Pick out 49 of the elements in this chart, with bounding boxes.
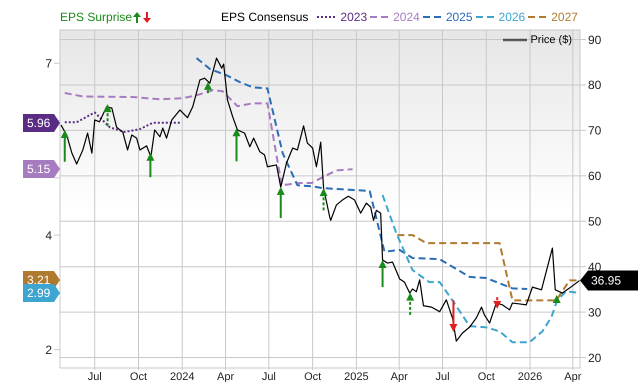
x-tick-label: Apr xyxy=(217,370,234,382)
data-label: 36.95 xyxy=(591,274,622,288)
point xyxy=(320,188,328,196)
legend-label: 2026 xyxy=(498,10,526,24)
x-tick-label: 2026 xyxy=(518,370,542,382)
x-tick-label: 2024 xyxy=(170,370,195,382)
legend-label: Price ($) xyxy=(529,34,572,46)
x-tick-label: Oct xyxy=(478,370,495,382)
x-tick-label: Apr xyxy=(564,370,582,382)
x-tick-label: Apr xyxy=(390,370,408,382)
line-series xyxy=(196,57,528,290)
y2-tick-label: 90 xyxy=(588,32,602,47)
point xyxy=(204,82,212,90)
text: 3.21 xyxy=(27,273,51,288)
text: 5.15 xyxy=(27,162,51,176)
point xyxy=(146,152,154,161)
x-tick-label: Jul xyxy=(88,370,102,382)
y-tick-label: 4 xyxy=(45,228,52,242)
y2-tick-label: 70 xyxy=(588,124,602,138)
text: EPS Surprise xyxy=(60,10,134,24)
x-tick-label: Jul xyxy=(262,370,276,382)
point xyxy=(60,130,69,138)
legend-label: 2024 xyxy=(392,10,420,24)
legend-label: 2023 xyxy=(339,10,368,24)
x-tick-label: Oct xyxy=(304,370,322,382)
point xyxy=(276,186,285,195)
legend-label: 2027 xyxy=(550,10,578,24)
point xyxy=(104,104,112,112)
y2-tick-label: 60 xyxy=(588,169,602,184)
point xyxy=(406,292,414,301)
line-series xyxy=(64,111,183,133)
legend-title: EPS Consensus xyxy=(221,10,308,24)
point xyxy=(378,260,387,268)
y-tick-label: 7 xyxy=(45,56,52,70)
x-tick-label: 2025 xyxy=(344,370,369,382)
y2-tick-label: 50 xyxy=(588,214,602,229)
y-tick-label: 2 xyxy=(45,342,52,357)
point xyxy=(232,128,241,136)
y2-tick-label: 80 xyxy=(588,78,602,92)
x-tick-label: Jul xyxy=(435,370,450,382)
point xyxy=(552,294,561,303)
text: 5.96 xyxy=(27,116,51,130)
point xyxy=(449,324,458,332)
x-tick-label: Oct xyxy=(130,370,148,382)
legend-label: 2025 xyxy=(444,10,473,24)
y2-tick-label: 20 xyxy=(588,350,602,365)
text: 2.99 xyxy=(27,286,51,300)
point xyxy=(493,300,502,309)
y2-tick-label: 30 xyxy=(588,305,602,320)
